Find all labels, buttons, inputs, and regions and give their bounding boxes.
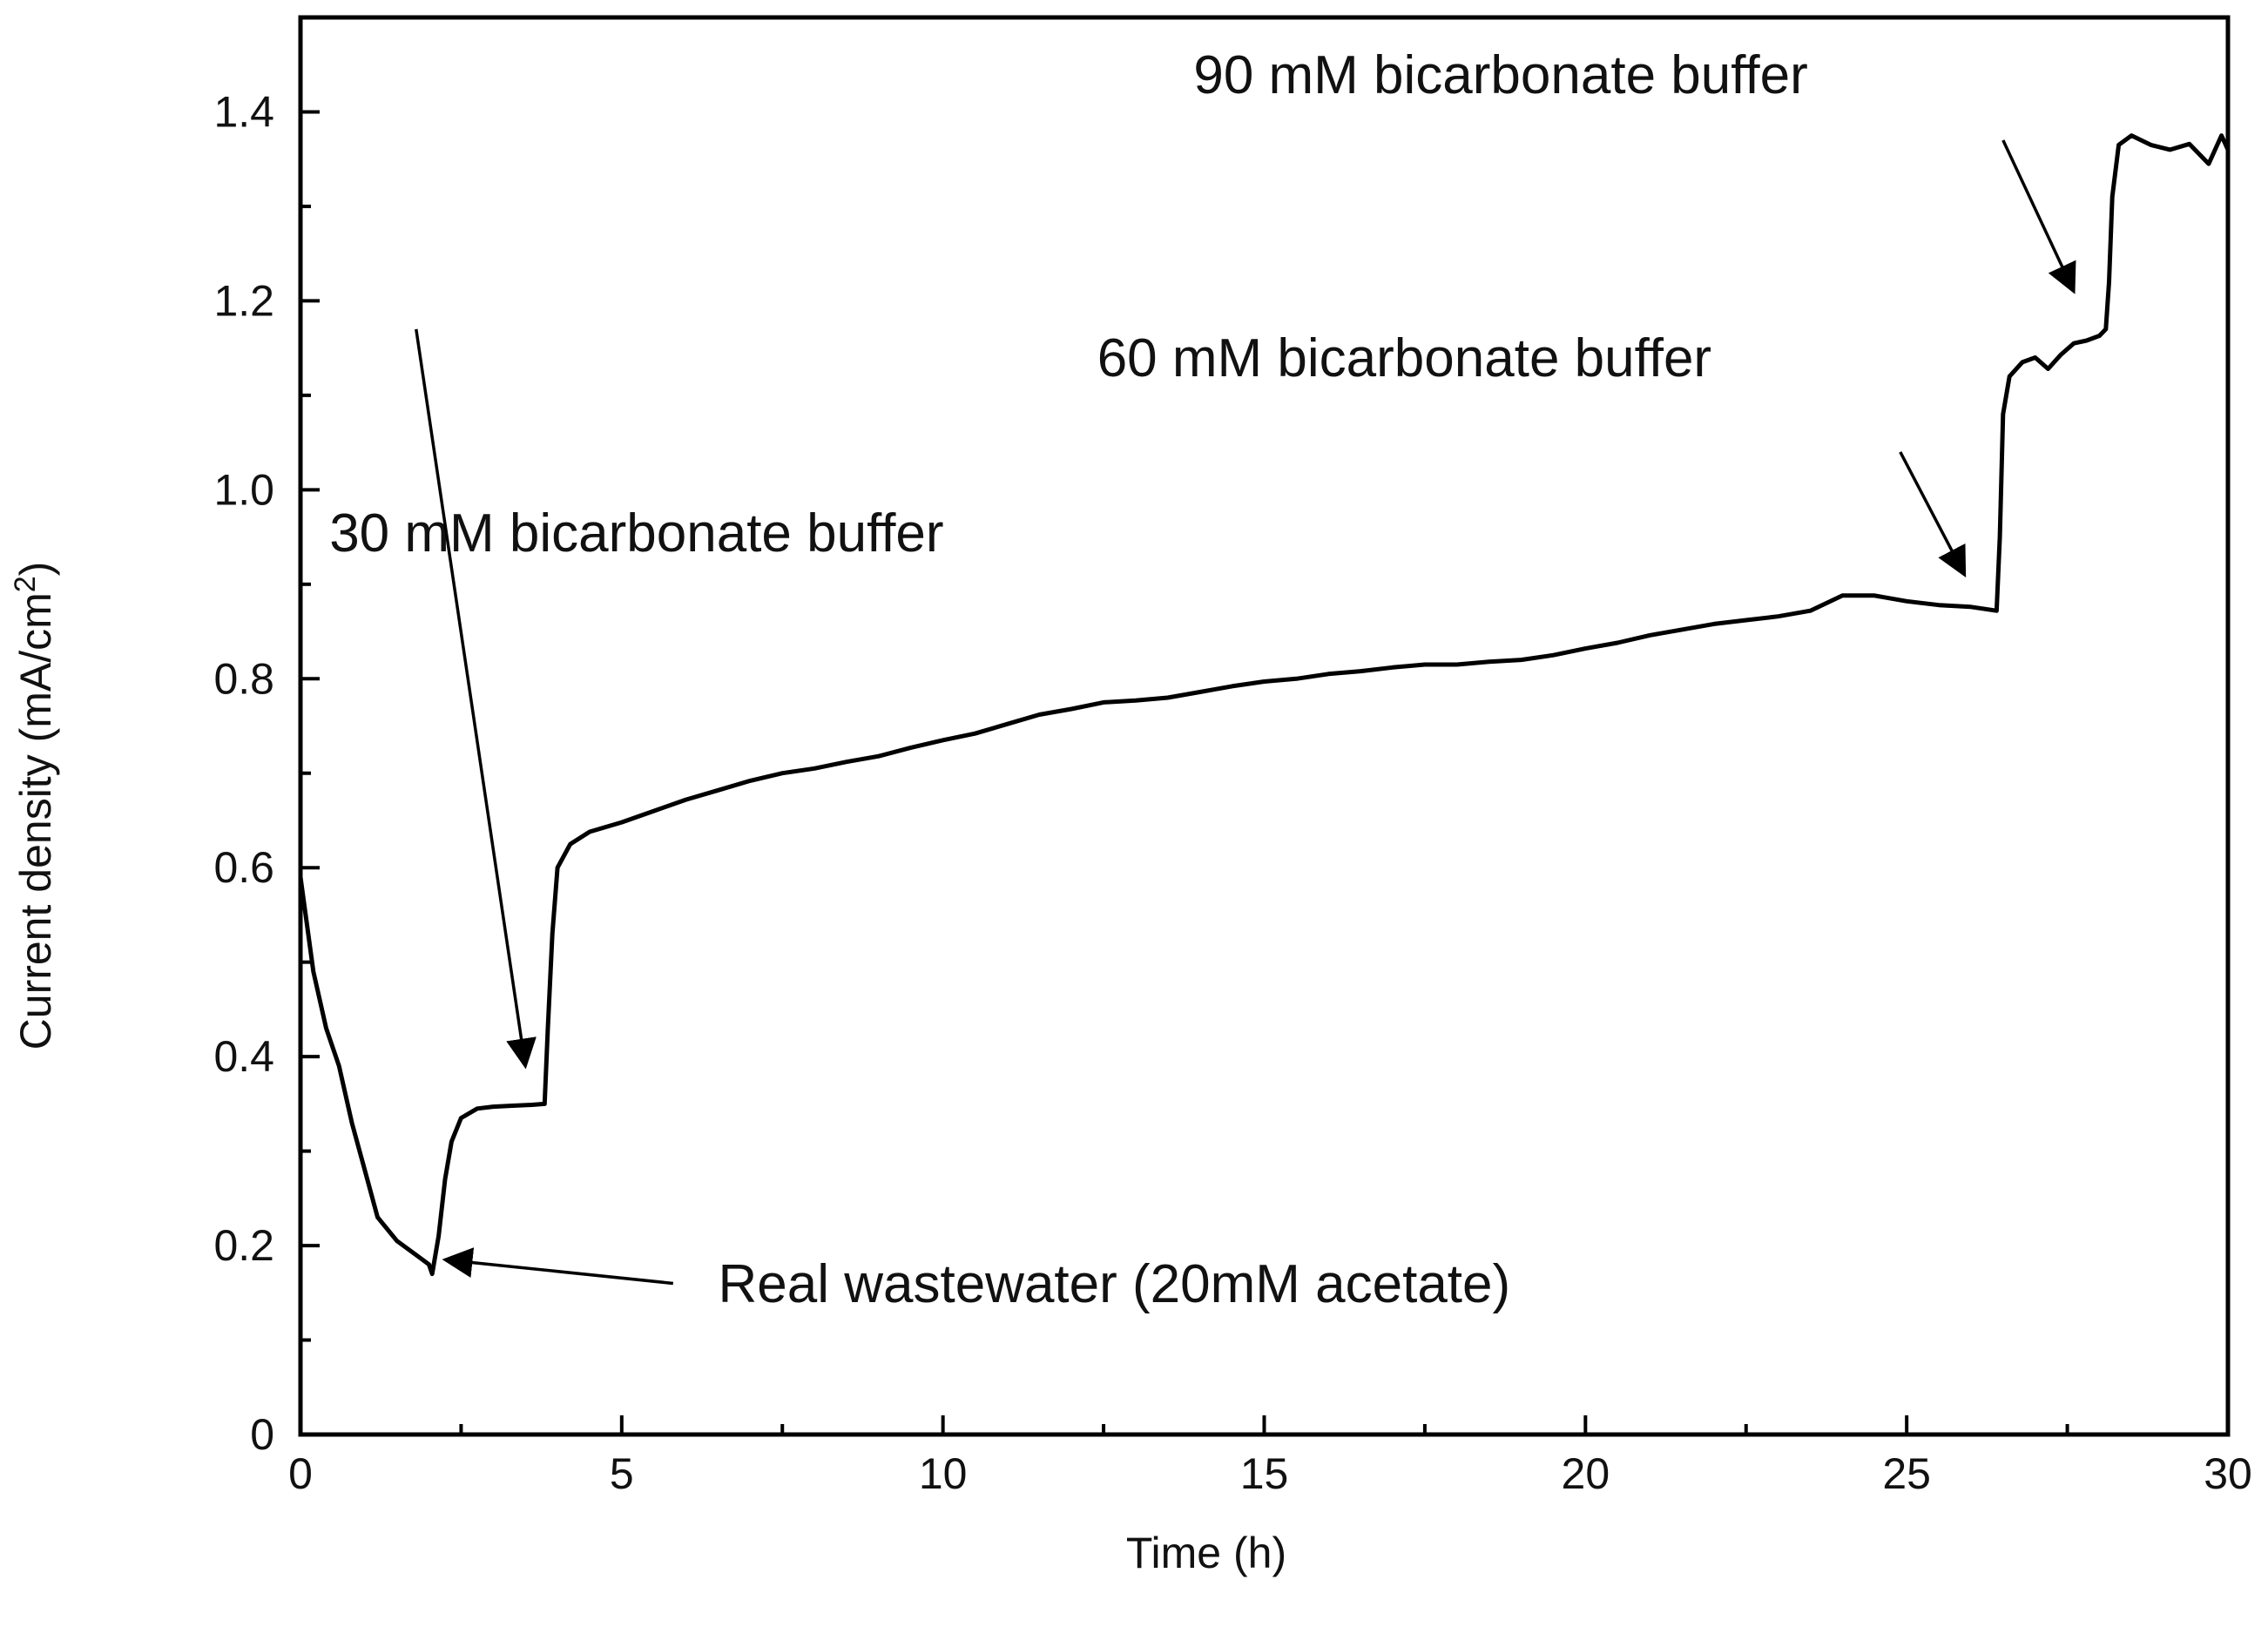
annotation-label: 30 mM bicarbonate buffer bbox=[329, 503, 943, 564]
x-tick-label: 30 bbox=[2204, 1449, 2252, 1498]
tick-labels-group: 0 5 10 15 20 25 30 0 0.2 0.4 0.6 0.8 1.0 1.2 1.4 bbox=[213, 87, 2251, 1498]
x-tick-label: 25 bbox=[1882, 1449, 1931, 1498]
plot-area-frame bbox=[298, 15, 2231, 1437]
x-tick-label: 20 bbox=[1562, 1449, 1610, 1498]
y-tick-label: 0.2 bbox=[213, 1221, 274, 1270]
y-tick-label: 0.8 bbox=[213, 654, 274, 703]
y-axis-title-superscript: 2 bbox=[9, 576, 42, 592]
annotation-label: 90 mM bicarbonate buffer bbox=[1193, 45, 1807, 105]
y-tick-label: 0 bbox=[250, 1410, 274, 1459]
annotation-label: 60 mM bicarbonate buffer bbox=[1097, 328, 1711, 388]
annotations-group: 30 mM bicarbonate buffer Real wastewater … bbox=[329, 45, 2076, 1314]
annotation-arrow bbox=[415, 328, 537, 1070]
y-axis-title-close: ) bbox=[11, 562, 60, 577]
x-tick-label: 0 bbox=[288, 1449, 313, 1498]
ticks-group bbox=[299, 16, 2230, 1436]
y-tick-label: 1.0 bbox=[213, 465, 274, 514]
y-tick-label: 0.6 bbox=[213, 843, 274, 892]
annotation-label: Real wastewater (20mM acetate) bbox=[718, 1254, 1510, 1314]
series-line-current-density bbox=[298, 133, 2231, 1277]
x-tick-label: 15 bbox=[1240, 1449, 1289, 1498]
y-tick-label: 1.2 bbox=[213, 276, 274, 325]
x-tick-label: 10 bbox=[919, 1449, 968, 1498]
y-tick-label: 1.4 bbox=[213, 87, 274, 136]
annotation-arrow bbox=[2001, 139, 2076, 294]
annotation-arrow bbox=[1899, 451, 1967, 578]
x-tick-label: 5 bbox=[610, 1449, 634, 1498]
y-axis-title-main: Current density (mA/cm bbox=[11, 592, 60, 1050]
x-axis-title: Time (h) bbox=[1126, 1529, 1286, 1577]
annotation-arrow bbox=[442, 1247, 674, 1286]
y-axis-title: Current density (mA/cm2) bbox=[9, 562, 60, 1050]
y-tick-label: 0.4 bbox=[213, 1032, 274, 1081]
